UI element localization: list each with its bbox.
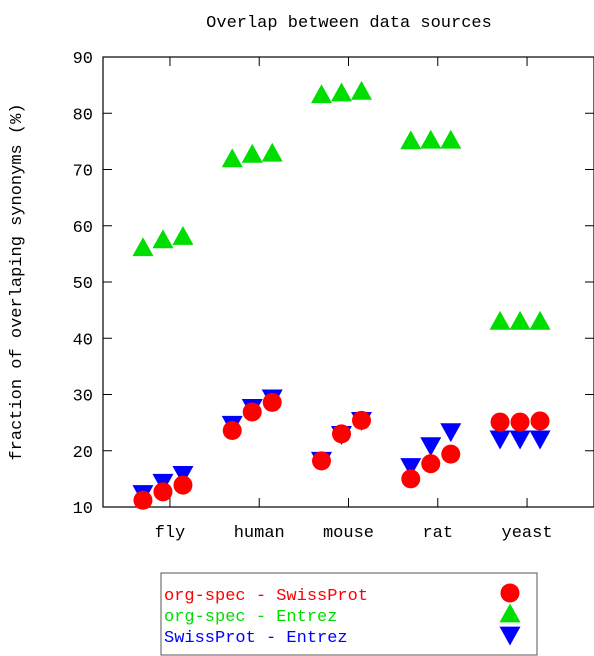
data-point	[311, 84, 332, 104]
data-point	[400, 458, 422, 477]
x-tick-label: rat	[422, 524, 453, 543]
data-point	[401, 469, 421, 489]
legend-marker	[499, 626, 521, 646]
data-point	[420, 437, 442, 457]
x-tick-label: yeast	[502, 524, 553, 543]
data-marks	[132, 80, 551, 510]
legend: org-spec - SwissProt org-spec - Entrez Swi…	[160, 572, 538, 656]
data-point	[440, 423, 462, 443]
x-tick-label: mouse	[323, 524, 374, 543]
series-1	[132, 80, 551, 330]
data-point	[352, 410, 371, 430]
y-tick-label: 50	[73, 275, 93, 294]
data-point	[261, 142, 283, 162]
x-tick-label: fly	[155, 524, 186, 543]
data-point	[331, 82, 352, 102]
data-point	[221, 148, 243, 168]
legend-marker	[500, 583, 520, 603]
data-point	[132, 237, 154, 257]
data-point	[262, 392, 282, 412]
y-tick-label: 70	[73, 163, 93, 182]
data-point	[152, 229, 174, 249]
y-tick-label: 10	[73, 500, 93, 519]
y-tick-label: 30	[73, 388, 93, 407]
data-point	[529, 430, 551, 450]
data-point	[421, 454, 441, 474]
data-point	[441, 444, 461, 464]
y-tick-label: 80	[73, 106, 93, 125]
y-axis-label: fraction of overlaping synonyms (%)	[8, 103, 27, 460]
x-tick-label: human	[234, 524, 285, 543]
legend-box	[160, 572, 538, 656]
data-point	[332, 424, 351, 444]
data-point	[530, 411, 550, 431]
data-point	[173, 475, 193, 495]
data-point	[242, 402, 262, 422]
data-point	[400, 130, 422, 150]
data-point	[490, 412, 510, 432]
data-point	[153, 482, 173, 502]
data-point	[489, 310, 511, 330]
data-point	[509, 310, 531, 330]
data-point	[529, 310, 551, 330]
data-point	[133, 490, 153, 510]
legend-label: SwissProt - Entrez	[164, 629, 348, 648]
legend-marker	[499, 603, 521, 623]
y-tick-label: 40	[73, 331, 93, 350]
data-point	[351, 80, 372, 100]
y-tick-label: 90	[73, 50, 93, 69]
data-point	[489, 430, 511, 450]
data-point	[440, 129, 462, 149]
axes: 10 20 30 40 50 60 70 80 90 fly human mouse rat yeast	[73, 50, 594, 543]
data-point	[420, 129, 442, 149]
data-point	[312, 451, 331, 471]
data-point	[510, 412, 530, 432]
data-point	[241, 143, 263, 163]
data-point	[172, 465, 194, 485]
data-point	[222, 421, 242, 440]
y-tick-label: 60	[73, 219, 93, 238]
data-point	[509, 430, 531, 450]
data-point	[172, 225, 194, 245]
legend-label: org-spec - SwissProt	[164, 587, 368, 606]
legend-label: org-spec - Entrez	[164, 608, 337, 627]
series-0	[133, 392, 550, 510]
chart-title: Overlap between data sources	[206, 14, 492, 33]
y-tick-label: 20	[73, 444, 93, 463]
series-2	[132, 389, 551, 504]
